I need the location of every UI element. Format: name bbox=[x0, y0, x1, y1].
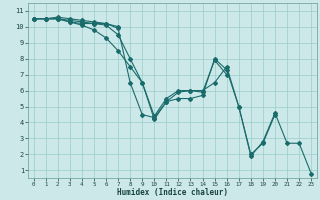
X-axis label: Humidex (Indice chaleur): Humidex (Indice chaleur) bbox=[117, 188, 228, 197]
